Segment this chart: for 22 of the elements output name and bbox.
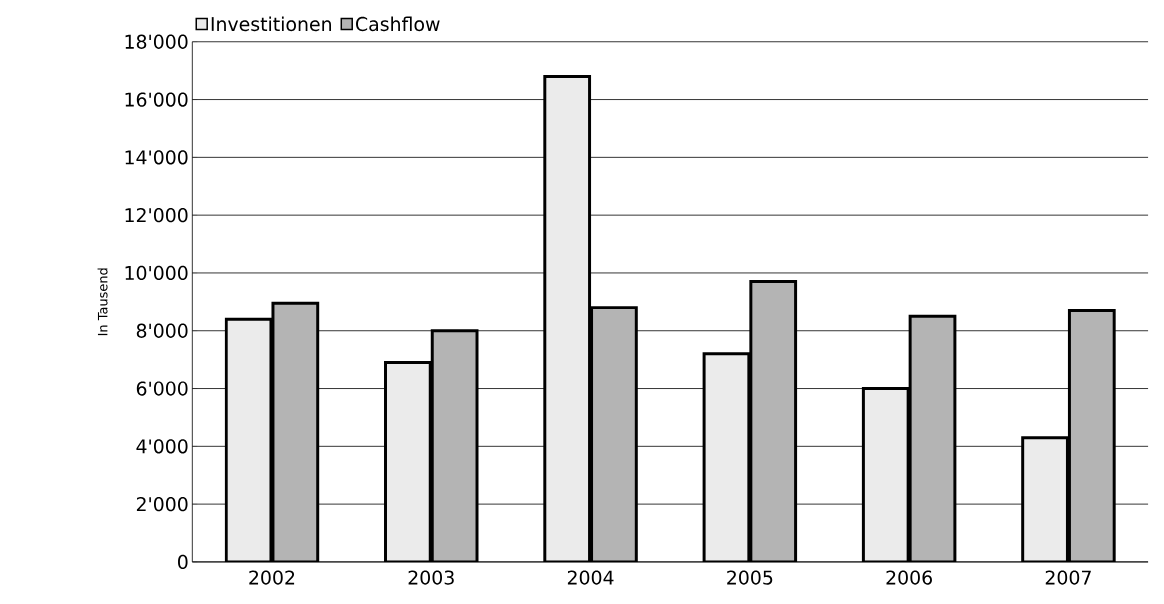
y-tick-label: 8'000 (136, 323, 188, 339)
y-axis-title: In Tausend (97, 268, 108, 336)
bar (384, 361, 432, 563)
x-tick-label: 2005 (727, 570, 773, 585)
y-tick-label: 2'000 (136, 497, 188, 512)
legend-label: Investitionen (211, 16, 331, 32)
legend-label: Cashflow (356, 16, 440, 32)
y-tick-label: 14'000 (125, 150, 188, 165)
x-tick-label: 2002 (249, 570, 295, 585)
x-tick-label: 2003 (408, 570, 454, 585)
y-tick-label: 0 (178, 554, 188, 570)
bar (1021, 436, 1069, 563)
y-tick-label: 6'000 (136, 381, 188, 396)
bar (590, 306, 638, 563)
y-tick-label: 4'000 (136, 439, 188, 454)
y-tick-label: 18'000 (125, 34, 188, 50)
y-tick-label: 10'000 (125, 265, 188, 281)
y-tick-label: 12'000 (125, 208, 188, 223)
y-tick-label: 16'000 (125, 92, 188, 107)
x-tick-label: 2007 (1045, 570, 1091, 585)
x-tick-label: 2006 (886, 570, 932, 585)
x-tick-label: 2004 (567, 570, 614, 585)
